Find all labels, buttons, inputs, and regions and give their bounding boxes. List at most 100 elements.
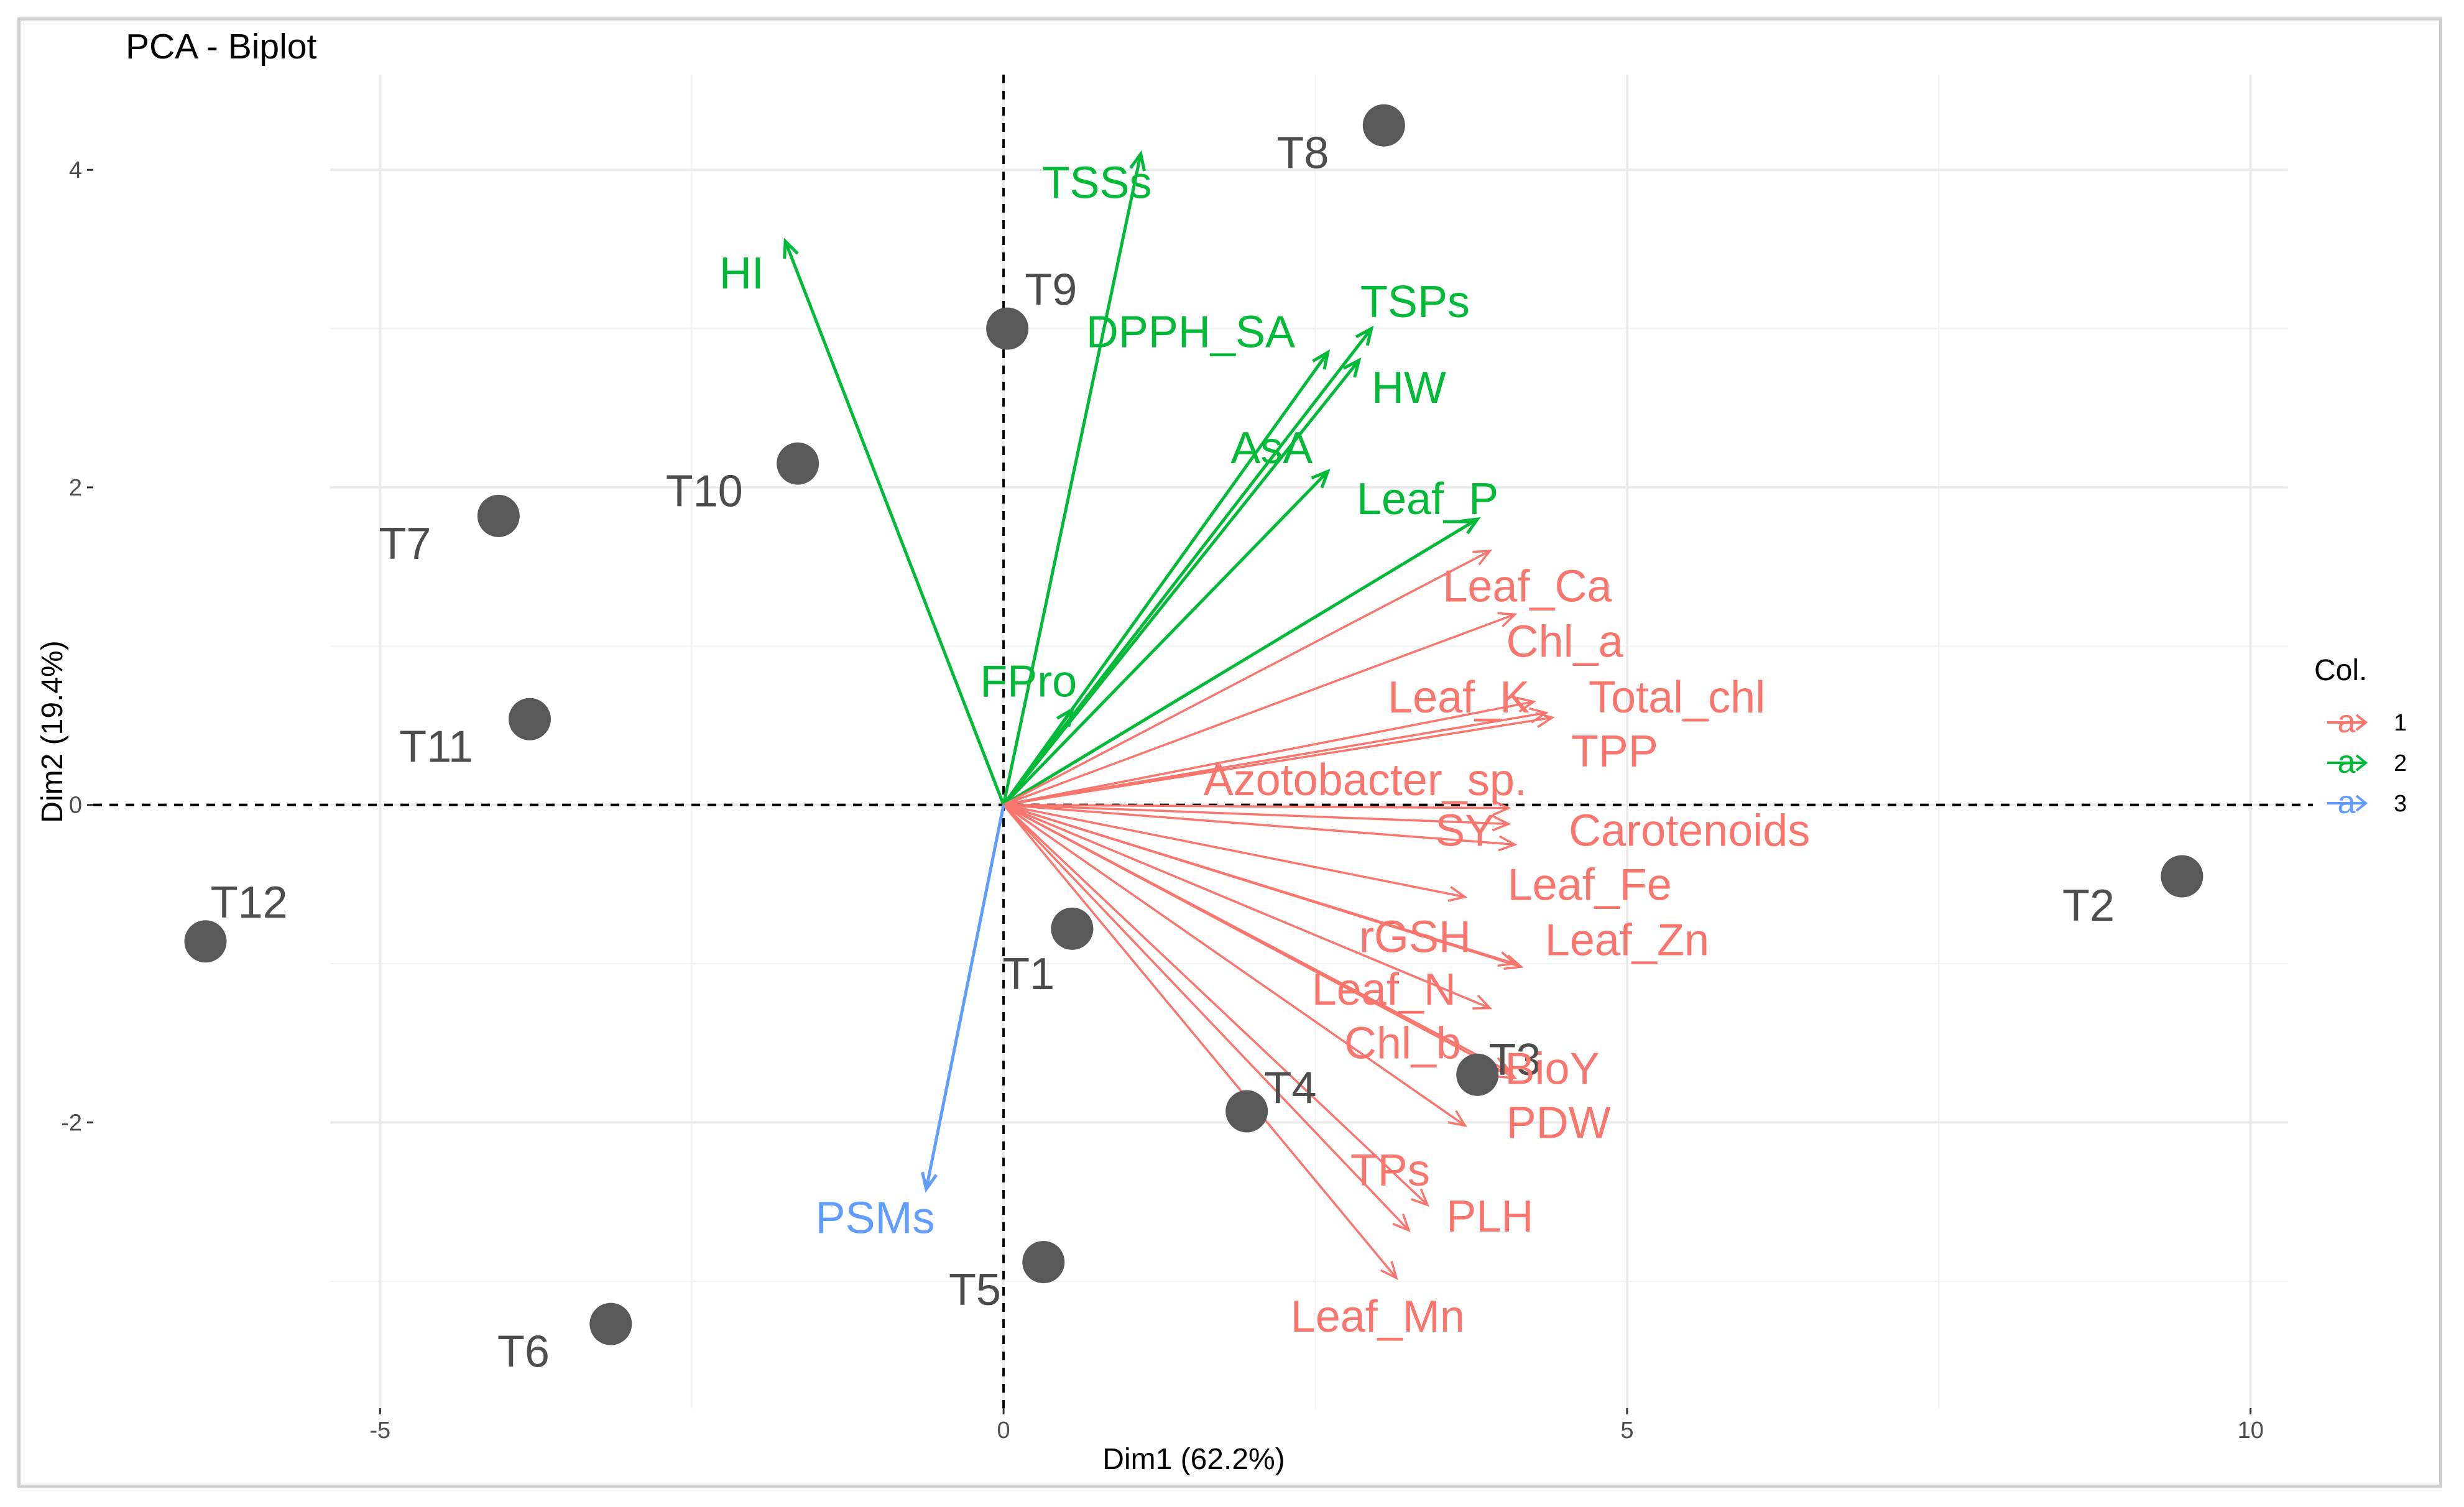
arrowhead-rGSH xyxy=(1497,951,1518,967)
axis-ticks: -5 0 5 10 -2 0 2 4 xyxy=(61,157,2264,1444)
point-T10 xyxy=(777,442,819,485)
point-T2 xyxy=(2161,855,2203,898)
variable-label-HI: HI xyxy=(719,249,764,298)
arrowhead-Leaf_Zn xyxy=(1503,954,1524,970)
point-label-T6: T6 xyxy=(497,1327,550,1377)
variable-label-Leaf_Ca: Leaf_Ca xyxy=(1442,561,1612,611)
legend-label-1: 1 xyxy=(2394,710,2407,736)
arrow-Leaf_P xyxy=(1002,517,1479,806)
x-axis-title: Dim1 (62.2%) xyxy=(1102,1443,1285,1476)
grid-lines xyxy=(330,75,2288,1408)
arrow-HW xyxy=(1002,359,1360,806)
point-label-T1: T1 xyxy=(1002,949,1054,999)
legend-key-arrowhead-2 xyxy=(2355,754,2368,772)
legend-key-glyph-3: a xyxy=(2338,785,2356,821)
arrow-Chl_a xyxy=(1003,613,1516,806)
point-T9 xyxy=(986,307,1029,350)
arrowhead-PSMs xyxy=(921,1171,938,1193)
legend-title: Col. xyxy=(2314,654,2367,687)
point-label-T5: T5 xyxy=(949,1265,1001,1315)
variable-label-PSMs: PSMs xyxy=(816,1194,935,1243)
arrowhead-DPPH_SA xyxy=(1312,349,1331,370)
arrow-Leaf_Mn xyxy=(1002,804,1398,1279)
arrow-HI xyxy=(783,241,1005,806)
arrow-Leaf_N xyxy=(1003,804,1490,1010)
arrow-TPP xyxy=(1003,716,1553,806)
arrow-PDW xyxy=(1003,804,1466,1127)
arrowhead-HW xyxy=(1342,357,1362,378)
arrowhead-FPro xyxy=(1056,706,1074,727)
arrowhead-TPP xyxy=(1535,712,1555,728)
variable-label-Leaf_N: Leaf_N xyxy=(1312,965,1456,1015)
arrowhead-TSSs xyxy=(1129,150,1147,172)
arrowhead-Leaf_N xyxy=(1472,994,1493,1010)
point-T1 xyxy=(1051,907,1094,950)
variable-label-Leaf_Zn: Leaf_Zn xyxy=(1545,916,1709,965)
arrow-FPro xyxy=(1002,708,1074,806)
legend-key-glyph-2: a xyxy=(2338,744,2356,780)
chart-title: PCA - Biplot xyxy=(126,27,316,67)
arrow-AsA xyxy=(1002,470,1329,806)
variable-label-TSSs: TSSs xyxy=(1043,159,1152,208)
y-tick-label: 2 xyxy=(69,475,82,501)
x-tick-label: 5 xyxy=(1620,1417,1633,1444)
point-T4 xyxy=(1225,1090,1268,1133)
point-label-T11: T11 xyxy=(399,722,473,772)
arrow-TPs xyxy=(1002,804,1429,1206)
variable-label-rGSH: rGSH xyxy=(1359,913,1471,962)
legend: Col. a 1 a 2 a 3 xyxy=(2314,654,2407,821)
y-tick-label: 0 xyxy=(69,793,82,819)
variable-label-Leaf_Fe: Leaf_Fe xyxy=(1508,860,1672,910)
point-label-T8: T8 xyxy=(1276,129,1329,178)
x-tick-label: -5 xyxy=(369,1417,390,1444)
arrowhead-BioY xyxy=(1497,1063,1518,1079)
arrowhead-TSPs xyxy=(1355,325,1374,346)
variable-label-Leaf_Mn: Leaf_Mn xyxy=(1291,1292,1465,1342)
arrowhead-HI xyxy=(783,237,799,259)
point-T12 xyxy=(184,920,227,963)
legend-label-3: 3 xyxy=(2394,791,2407,817)
arrowhead-Leaf_Ca xyxy=(1472,550,1493,566)
variable-label-PDW: PDW xyxy=(1507,1098,1611,1148)
arrowhead-AsA xyxy=(1311,468,1331,489)
arrowhead-Leaf_P xyxy=(1460,517,1481,535)
arrow-Leaf_K xyxy=(1003,700,1534,806)
y-tick-label: 4 xyxy=(69,157,82,183)
arrow-PLH xyxy=(1002,804,1410,1232)
variable-label-FPro: FPro xyxy=(980,657,1077,706)
arrowhead-Carotenoids xyxy=(1498,835,1518,852)
variable-label-TSPs: TSPs xyxy=(1360,277,1470,327)
variable-label-Chl_b: Chl_b xyxy=(1344,1019,1461,1069)
arrow-Carotenoids xyxy=(1003,803,1515,846)
legend-label-2: 2 xyxy=(2394,750,2407,777)
point-T3 xyxy=(1456,1053,1499,1096)
arrow-Leaf_Fe xyxy=(1003,803,1465,898)
arrow-Leaf_Zn xyxy=(1003,803,1521,968)
variable-label-SY: SY xyxy=(1435,806,1495,856)
point-label-T7: T7 xyxy=(379,519,431,569)
figure-frame xyxy=(17,17,2442,1488)
arrowhead-Leaf_Fe xyxy=(1447,886,1468,902)
arrowhead-Chl_a xyxy=(1497,612,1518,628)
variable-label-Total_chl: Total_chl xyxy=(1589,673,1765,722)
variable-label-BioY: BioY xyxy=(1505,1044,1600,1094)
data-labels: T1 T2 T3 T4 T5 T6 T7 T8 T9 T10 T11 T12 TSSs HI DPPH_SA… xyxy=(211,129,2115,1377)
point-label-T4: T4 xyxy=(1264,1064,1316,1113)
x-tick-label: 0 xyxy=(997,1417,1010,1444)
legend-key-arrowhead-1 xyxy=(2355,714,2368,731)
arrowhead-PDW xyxy=(1447,1110,1467,1127)
point-T6 xyxy=(589,1302,632,1345)
variable-label-DPPH_SA: DPPH_SA xyxy=(1086,308,1295,357)
arrow-SY xyxy=(1004,803,1509,826)
arrow-TSSs xyxy=(1002,154,1143,806)
y-tick-label: -2 xyxy=(61,1110,82,1136)
arrow-PSMs xyxy=(925,804,1005,1190)
arrowhead-PLH xyxy=(1392,1214,1411,1233)
variable-label-TPP: TPP xyxy=(1571,727,1658,777)
variable-label-Leaf_K: Leaf_K xyxy=(1388,673,1530,722)
legend-key-glyph-1: a xyxy=(2338,704,2356,740)
point-label-T3: T3 xyxy=(1488,1035,1541,1085)
x-tick-label: 10 xyxy=(2238,1417,2264,1444)
variable-label-Carotenoids: Carotenoids xyxy=(1569,806,1810,856)
reference-lines xyxy=(93,75,2313,1408)
